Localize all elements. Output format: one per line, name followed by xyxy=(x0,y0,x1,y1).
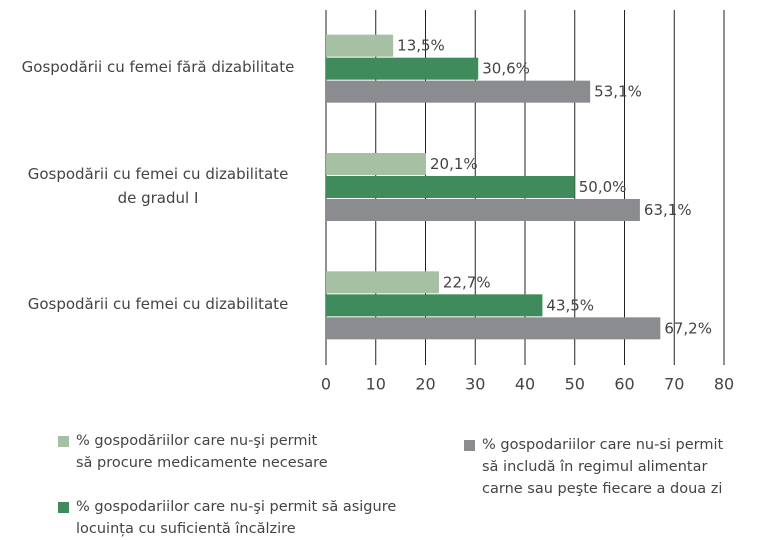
value-label: 67,2% xyxy=(664,319,712,337)
bar xyxy=(326,57,479,80)
x-tick-label: 40 xyxy=(515,375,535,394)
bar xyxy=(326,271,439,294)
bar xyxy=(326,153,426,175)
bar xyxy=(326,80,591,103)
value-label: 30,6% xyxy=(482,60,530,78)
value-label: 13,5% xyxy=(397,37,445,55)
legend-swatch xyxy=(58,502,69,513)
x-tick-label: 80 xyxy=(714,375,734,394)
x-tick-label: 20 xyxy=(415,375,435,394)
x-tick-label: 70 xyxy=(664,375,684,394)
category-label: Gospodării cu femei fără dizabilitate xyxy=(21,58,295,77)
legend-swatch xyxy=(58,436,69,447)
bar xyxy=(326,317,661,340)
category-label: Gospodării cu femei cu dizabilitate xyxy=(27,294,289,313)
value-label: 50,0% xyxy=(579,178,627,196)
bar xyxy=(326,199,640,221)
value-label: 22,7% xyxy=(443,273,491,291)
x-tick-label: 30 xyxy=(465,375,485,394)
x-tick-label: 60 xyxy=(614,375,634,394)
value-label: 20,1% xyxy=(430,155,478,173)
value-label: 53,1% xyxy=(594,83,642,101)
x-tick-label: 50 xyxy=(565,375,585,394)
legend-label: % gospodariilor care nu-şi permit să asi… xyxy=(76,499,397,537)
value-label: 43,5% xyxy=(546,296,594,314)
value-label: 63,1% xyxy=(644,201,692,219)
legend-swatch xyxy=(464,440,475,451)
legend-label: % gospodăriilor care nu-şi permit să pro… xyxy=(76,433,328,471)
legend-label: % gospodariilor care nu-si permit să inc… xyxy=(482,437,724,497)
x-tick-label: 0 xyxy=(321,375,331,394)
bar xyxy=(326,294,543,317)
bar xyxy=(326,34,394,57)
bar xyxy=(326,176,575,198)
x-tick-label: 10 xyxy=(366,375,386,394)
category-label: Gospodării cu femei cu dizabilitate de g… xyxy=(27,164,289,207)
